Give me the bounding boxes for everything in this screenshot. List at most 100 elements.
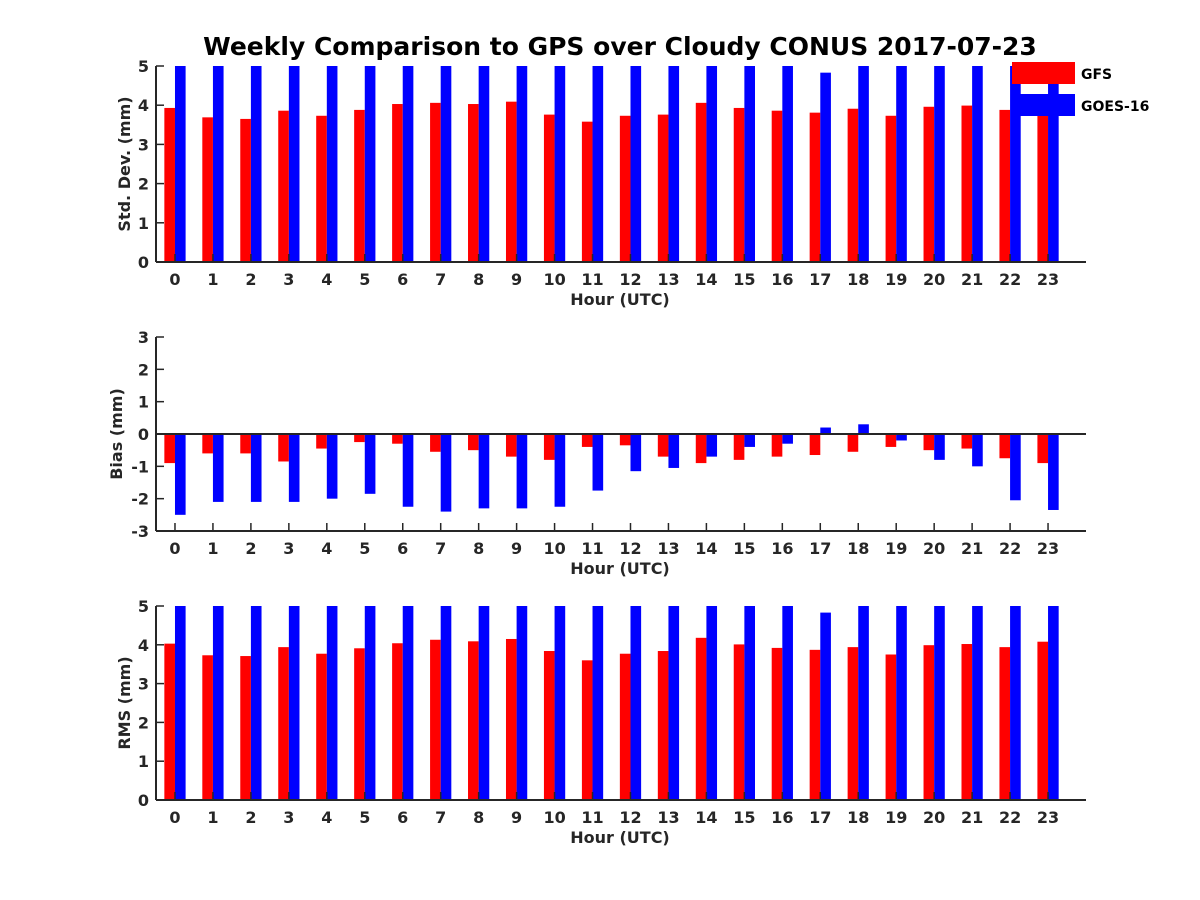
x-tick-label: 3 <box>283 270 294 289</box>
bar-goes-16-hour-11 <box>592 66 604 262</box>
bar-goes-16-hour-9 <box>516 606 528 800</box>
x-tick-label: 1 <box>207 270 218 289</box>
x-tick-label: 6 <box>397 539 408 558</box>
bar-gfs-hour-18 <box>847 108 859 262</box>
bar-goes-16-hour-16 <box>782 434 793 444</box>
bar-goes-16-hour-13 <box>668 606 680 800</box>
bar-goes-16-hour-13 <box>668 66 680 262</box>
bar-gfs-hour-16 <box>771 110 783 262</box>
bar-goes-16-hour-6 <box>402 434 414 507</box>
bar-gfs-hour-19 <box>885 654 897 800</box>
bar-goes-16-hour-8 <box>478 434 490 509</box>
bar-gfs-hour-11 <box>581 434 593 447</box>
bar-gfs-hour-19 <box>885 434 897 447</box>
bar-goes-16-hour-21 <box>972 606 983 800</box>
bar-goes-16-hour-2 <box>250 606 262 800</box>
bar-gfs-hour-22 <box>999 109 1011 263</box>
bar-goes-16-hour-22 <box>1010 606 1021 800</box>
bar-goes-16-hour-4 <box>326 66 338 262</box>
x-tick-label: 20 <box>923 808 945 827</box>
y-axis-label: Std. Dev. (mm) <box>115 96 134 231</box>
bar-goes-16-hour-4 <box>326 606 338 800</box>
x-tick-label: 3 <box>283 539 294 558</box>
bar-goes-16-hour-20 <box>934 606 945 800</box>
bar-goes-16-hour-3 <box>288 606 300 800</box>
y-tick-label: 3 <box>138 328 149 347</box>
bar-goes-16-hour-6 <box>402 66 414 262</box>
bar-gfs-hour-3 <box>278 110 289 262</box>
figure-title: Weekly Comparison to GPS over Cloudy CON… <box>203 32 1037 61</box>
bar-goes-16-hour-1 <box>212 66 224 262</box>
bar-goes-16-hour-14 <box>706 66 718 262</box>
bar-goes-16-hour-23 <box>1048 434 1059 510</box>
bar-goes-16-hour-10 <box>554 606 566 800</box>
bar-goes-16-hour-22 <box>1010 66 1021 262</box>
y-tick-label: 4 <box>138 636 149 655</box>
bar-goes-16-hour-23 <box>1048 606 1059 800</box>
x-tick-label: 15 <box>733 270 755 289</box>
y-tick-label: 0 <box>138 425 149 444</box>
bar-gfs-hour-13 <box>657 434 669 457</box>
bar-gfs-hour-13 <box>657 651 669 800</box>
bar-goes-16-hour-18 <box>858 66 869 262</box>
bar-gfs-hour-1 <box>202 655 213 800</box>
x-tick-label: 16 <box>771 808 793 827</box>
x-tick-label: 14 <box>695 539 717 558</box>
x-tick-label: 11 <box>581 539 603 558</box>
x-tick-label: 0 <box>169 539 180 558</box>
y-tick-label: 2 <box>138 360 149 379</box>
x-tick-label: 0 <box>169 270 180 289</box>
bar-goes-16-hour-3 <box>288 66 300 262</box>
bar-goes-16-hour-0 <box>174 434 186 515</box>
x-tick-label: 15 <box>733 808 755 827</box>
bar-gfs-hour-17 <box>809 649 821 800</box>
y-tick-label: 1 <box>138 214 149 233</box>
bar-gfs-hour-16 <box>771 647 783 800</box>
bar-goes-16-hour-16 <box>782 66 793 262</box>
bar-gfs-hour-8 <box>468 104 479 263</box>
y-tick-label: -2 <box>131 490 149 509</box>
x-tick-label: 4 <box>321 539 332 558</box>
bar-goes-16-hour-8 <box>478 66 490 262</box>
x-axis-label: Hour (UTC) <box>570 828 670 847</box>
bar-gfs-hour-0 <box>164 434 175 464</box>
bar-gfs-hour-7 <box>430 639 441 800</box>
bar-gfs-hour-14 <box>695 102 707 262</box>
x-tick-label: 1 <box>207 808 218 827</box>
bar-goes-16-hour-7 <box>440 606 452 800</box>
x-tick-label: 5 <box>359 270 370 289</box>
bar-gfs-hour-17 <box>809 112 821 263</box>
bar-gfs-hour-1 <box>202 117 213 262</box>
bar-goes-16-hour-12 <box>630 66 642 262</box>
bar-goes-16-hour-10 <box>554 66 566 262</box>
bar-goes-16-hour-17 <box>820 427 831 434</box>
y-tick-label: 5 <box>138 57 149 76</box>
x-tick-label: 21 <box>961 270 983 289</box>
x-tick-label: 10 <box>543 539 565 558</box>
x-axis-label: Hour (UTC) <box>570 559 670 578</box>
bar-goes-16-hour-19 <box>896 606 907 800</box>
x-tick-label: 17 <box>809 270 831 289</box>
bar-gfs-hour-2 <box>240 656 251 800</box>
x-tick-label: 0 <box>169 808 180 827</box>
bar-gfs-hour-20 <box>923 106 935 263</box>
bar-goes-16-hour-0 <box>174 66 186 262</box>
x-tick-label: 4 <box>321 270 332 289</box>
x-tick-label: 9 <box>511 539 522 558</box>
x-tick-label: 13 <box>657 270 679 289</box>
x-axis-label: Hour (UTC) <box>570 290 670 309</box>
bar-gfs-hour-20 <box>923 645 935 800</box>
x-tick-label: 15 <box>733 539 755 558</box>
legend-item-gfs: GFS <box>1012 62 1112 84</box>
bar-gfs-hour-4 <box>316 653 327 800</box>
bar-gfs-hour-22 <box>999 434 1011 459</box>
bar-gfs-hour-12 <box>619 653 631 800</box>
x-tick-label: 17 <box>809 808 831 827</box>
x-tick-label: 19 <box>885 808 907 827</box>
bar-gfs-hour-5 <box>354 434 365 443</box>
y-tick-label: 3 <box>138 135 149 154</box>
x-tick-label: 2 <box>245 539 256 558</box>
bar-goes-16-hour-9 <box>516 434 528 509</box>
bar-gfs-hour-7 <box>430 102 441 262</box>
